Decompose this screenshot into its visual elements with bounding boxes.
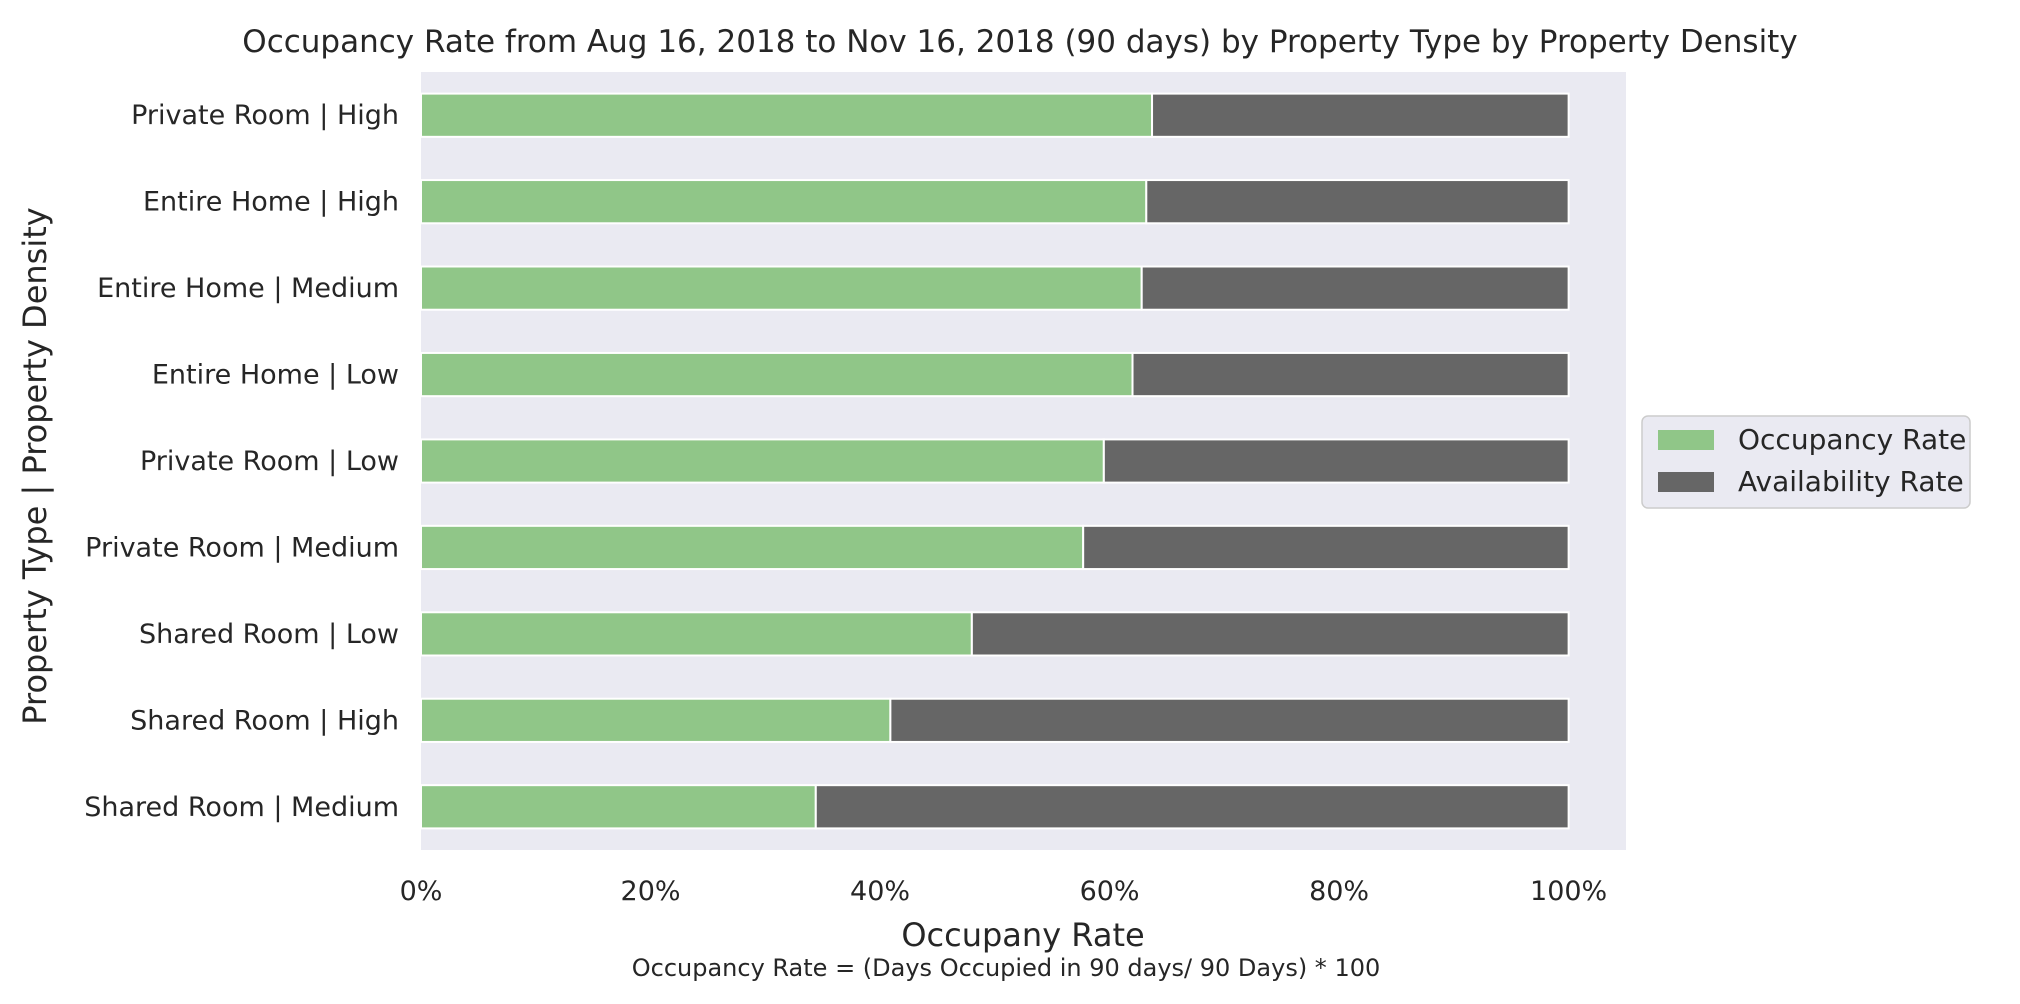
bar-occupancy-rate-entire-home-low: [420, 351, 1134, 398]
y-tick-labels: Private Room | High Entire Home | High Ent…: [84, 100, 399, 823]
legend-box: [1641, 415, 1971, 509]
bar-occupancy-rate-private-room-high: [420, 92, 1154, 138]
y-tick-label: Shared Room | Low: [139, 619, 399, 650]
bar-availability-rate-entire-home-medium: [1140, 265, 1570, 311]
bar-occupancy-rate-shared-room-medium: [420, 784, 817, 830]
bar-occupancy-rate-entire-home-medium: [420, 265, 1143, 311]
legend-label-availability: Availability Rate: [1738, 465, 1964, 498]
bar-availability-rate-entire-home-low: [1131, 351, 1570, 398]
chart-title: Occupancy Rate from Aug 16, 2018 to Nov …: [242, 24, 1797, 60]
x-tick-label: 80%: [1309, 876, 1369, 907]
x-tick-label: 0%: [400, 876, 443, 907]
bar-availability-rate-shared-room-low: [970, 611, 1570, 657]
bars-group: [420, 92, 1570, 830]
y-tick-label: Entire Home | Medium: [97, 273, 399, 304]
bar-availability-rate-entire-home-high: [1145, 179, 1570, 225]
bar-availability-rate-private-room-high: [1151, 92, 1570, 138]
x-tick-labels: 0% 20% 40% 60% 80% 100%: [400, 876, 1608, 907]
bar-availability-rate-shared-room-high: [889, 697, 1570, 743]
footnote: Occupancy Rate = (Days Occupied in 90 da…: [632, 954, 1381, 982]
x-tick-label: 60%: [1080, 876, 1140, 907]
bar-availability-rate-private-room-medium: [1082, 524, 1570, 571]
x-axis-label: Occupany Rate: [901, 916, 1144, 954]
x-tick-label: 20%: [621, 876, 681, 907]
y-tick-label: Private Room | High: [131, 100, 399, 131]
bar-availability-rate-shared-room-medium: [814, 784, 1570, 830]
bar-occupancy-rate-private-room-low: [420, 438, 1105, 484]
y-tick-label: Private Room | Medium: [85, 532, 399, 563]
legend-swatch-availability: [1658, 472, 1714, 492]
bar-occupancy-rate-shared-room-high: [420, 697, 892, 743]
y-tick-label: Private Room | Low: [140, 446, 399, 477]
legend-label-occupancy: Occupancy Rate: [1738, 423, 1966, 456]
bar-occupancy-rate-shared-room-low: [420, 611, 973, 657]
legend-swatch-occupancy: [1658, 430, 1714, 450]
bar-occupancy-rate-entire-home-high: [420, 179, 1148, 225]
y-tick-label: Entire Home | Low: [152, 360, 399, 391]
x-tick-label: 100%: [1530, 876, 1607, 907]
y-tick-label: Shared Room | Medium: [84, 792, 399, 823]
y-axis-label: Property Type | Property Density: [16, 207, 54, 724]
legend: Occupancy Rate Availability Rate: [1641, 415, 1971, 509]
bar-availability-rate-private-room-low: [1102, 438, 1570, 484]
y-tick-label: Entire Home | High: [143, 187, 399, 218]
y-tick-label: Shared Room | High: [130, 705, 399, 736]
bar-occupancy-rate-private-room-medium: [420, 524, 1085, 571]
x-tick-label: 40%: [850, 876, 910, 907]
